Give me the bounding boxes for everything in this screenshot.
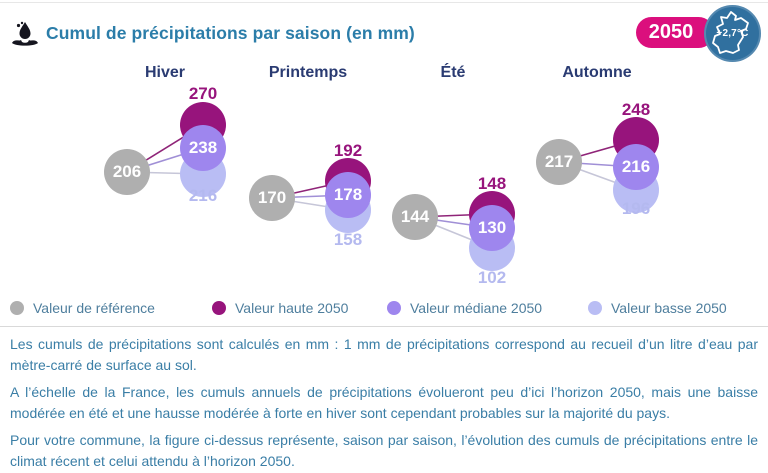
median-value-circle: 238 <box>180 125 226 171</box>
legend-item-basse: Valeur basse 2050 <box>588 299 727 317</box>
high-value-label: 192 <box>333 141 363 160</box>
note-paragraph-3: Pour votre commune, la figure ci-dessus … <box>10 432 758 469</box>
low-value-label: 216 <box>188 186 218 205</box>
high-value-label: 148 <box>477 174 507 193</box>
season-label-printemps: Printemps <box>268 64 348 81</box>
high-dot-icon <box>212 301 226 315</box>
france-map-icon <box>712 11 749 54</box>
temperature-label: +2,7°C <box>716 28 749 39</box>
reference-value-circle: 144 <box>392 194 438 240</box>
low-dot-icon <box>588 301 602 315</box>
low-value-label: 102 <box>477 268 507 287</box>
reference-value-circle: 170 <box>249 175 295 221</box>
high-value-label: 270 <box>188 84 218 103</box>
low-value-label: 158 <box>333 230 363 249</box>
legend-label: Valeur médiane 2050 <box>410 300 543 316</box>
reference-value-circle: 217 <box>536 139 582 185</box>
rain-splash-icon <box>10 19 40 49</box>
season-label-automne: Automne <box>562 64 632 81</box>
season-label-ete: Été <box>440 64 466 81</box>
note-paragraph-1: Les cumuls de précipitations sont calcul… <box>10 336 758 373</box>
page-title: Cumul de précipitations par saison (en m… <box>46 23 415 43</box>
note-paragraph-2: A l’échelle de la France, les cumuls ann… <box>10 384 758 421</box>
notes-section: Les cumuls de précipitations sont calcul… <box>10 334 758 473</box>
legend-label: Valeur de référence <box>33 300 155 316</box>
year-badge: 2050 <box>636 17 714 48</box>
low-value-label: 196 <box>621 199 651 218</box>
legend-divider <box>0 326 768 327</box>
legend-label: Valeur basse 2050 <box>611 300 727 316</box>
high-value-label: 248 <box>621 100 651 119</box>
legend-item-mediane: Valeur médiane 2050 <box>387 299 542 317</box>
median-value-circle: 216 <box>613 144 659 190</box>
median-value-circle: 130 <box>469 205 515 251</box>
temperature-badge: +2,7°C <box>704 5 761 62</box>
median-value-circle: 178 <box>325 172 371 218</box>
reference-value-circle: 206 <box>104 149 150 195</box>
legend-item-reference: Valeur de référence <box>10 299 155 317</box>
median-dot-icon <box>387 301 401 315</box>
season-label-hiver: Hiver <box>144 64 186 81</box>
reference-dot-icon <box>10 301 24 315</box>
top-divider <box>0 2 768 3</box>
legend-item-haute: Valeur haute 2050 <box>212 299 348 317</box>
legend-label: Valeur haute 2050 <box>235 300 349 316</box>
